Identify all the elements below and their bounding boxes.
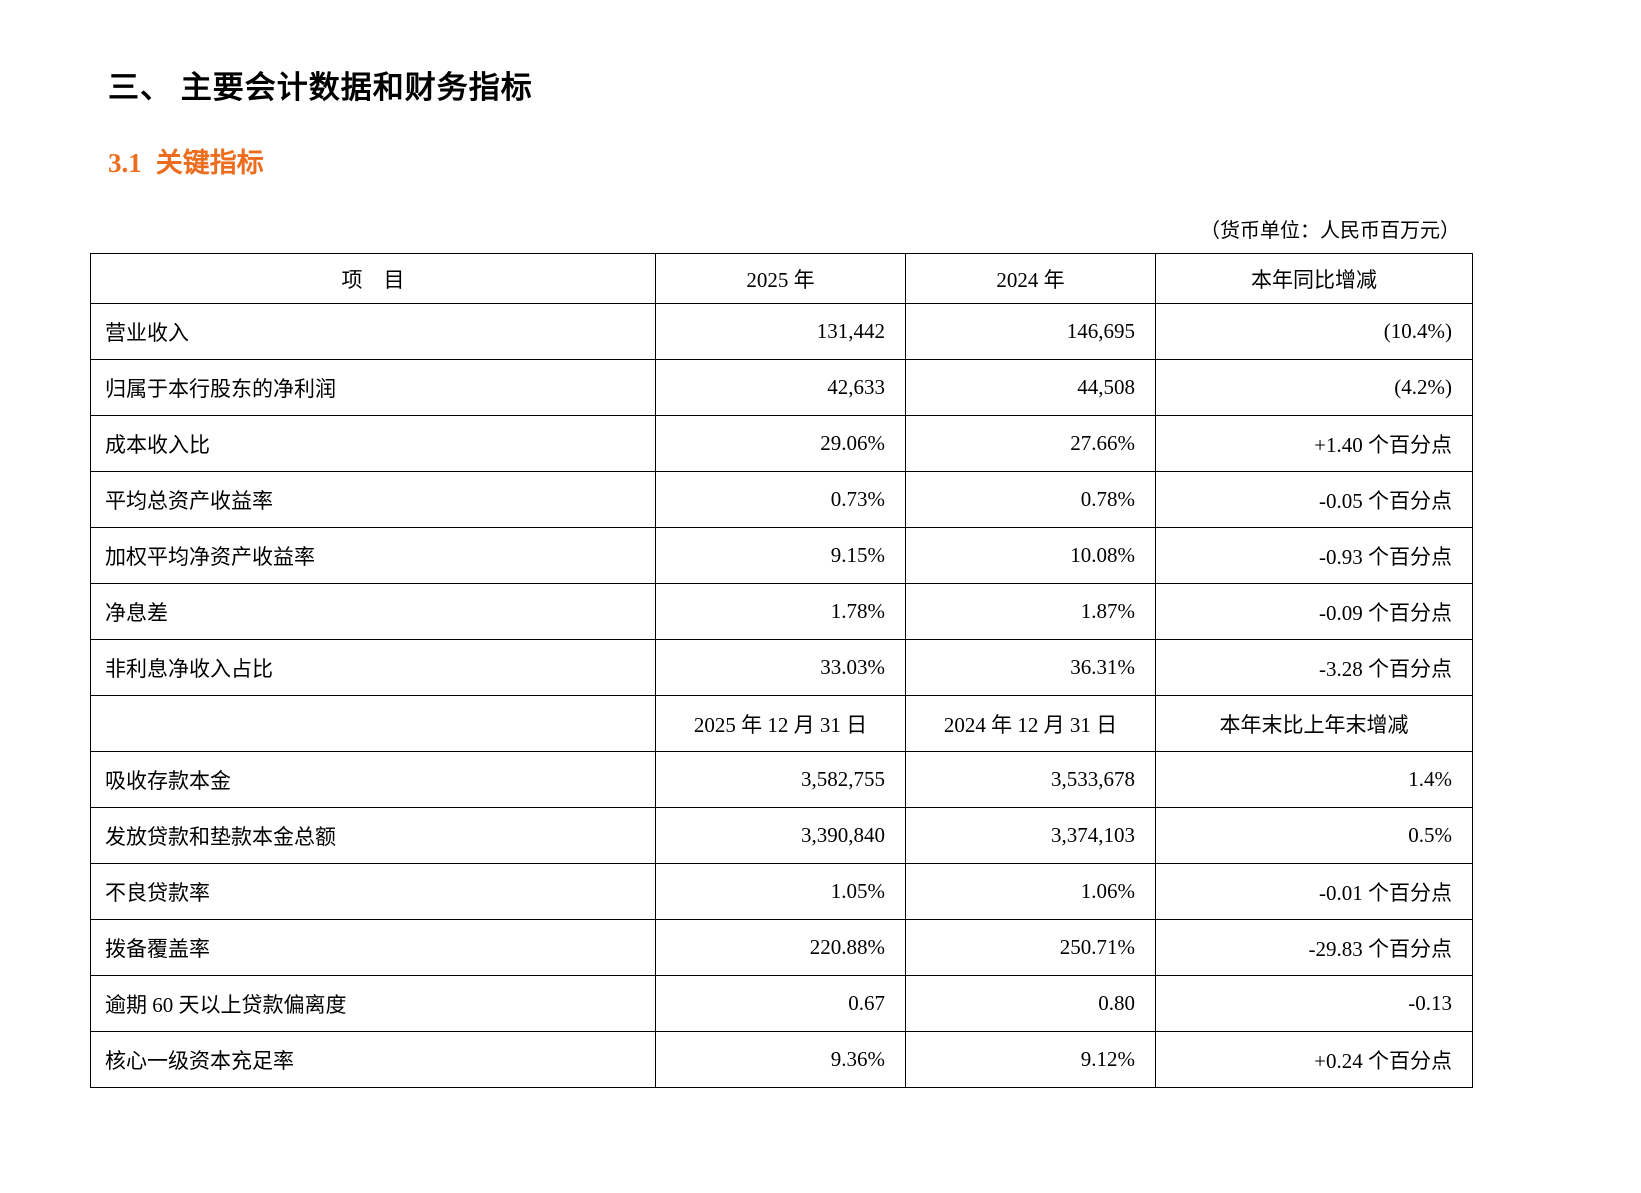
value-2024-cell: 1.87% [905,583,1156,640]
key-indicators-table: 项 目 2025 年 2024 年 本年同比增减 营业收入 131,442 14… [90,253,1473,1088]
subsection-title-text: 关键指标 [155,148,264,178]
row-label-cell: 不良贷款率 [90,863,656,920]
change-cell: (10.4%) [1155,303,1473,360]
row-label-cell: 拨备覆盖率 [90,919,656,976]
row-label-cell: 发放贷款和垫款本金总额 [90,807,656,864]
value-2025-cell: 29.06% [655,415,906,472]
mid-header-date-2024: 2024 年 12 月 31 日 [905,695,1156,752]
change-cell: -29.83 个百分点 [1155,919,1473,976]
value-2024-cell: 0.78% [905,471,1156,528]
value-2024-cell: 0.80 [905,975,1156,1032]
value-2025-cell: 0.73% [655,471,906,528]
col-header-2025: 2025 年 [655,253,906,304]
value-2025-cell: 0.67 [655,975,906,1032]
col-header-change: 本年同比增减 [1155,253,1473,304]
col-header-2024: 2024 年 [905,253,1156,304]
value-2025-cell: 1.05% [655,863,906,920]
value-2024-cell: 27.66% [905,415,1156,472]
table-row: 净息差 1.78% 1.87% -0.09 个百分点 [90,583,1473,640]
value-2025-cell: 33.03% [655,639,906,696]
value-2025-cell: 3,390,840 [655,807,906,864]
row-label-cell: 净息差 [90,583,656,640]
table-row: 拨备覆盖率 220.88% 250.71% -29.83 个百分点 [90,919,1473,976]
section-title: 三、 主要会计数据和财务指标 [108,70,533,105]
change-cell: 0.5% [1155,807,1473,864]
row-label-cell: 逾期 60 天以上贷款偏离度 [90,975,656,1032]
table-header-row: 项 目 2025 年 2024 年 本年同比增减 [90,253,1473,304]
value-2024-cell: 3,533,678 [905,751,1156,808]
table-mid-header-row: 2025 年 12 月 31 日 2024 年 12 月 31 日 本年末比上年… [90,695,1473,752]
col-header-item: 项 目 [90,253,656,304]
value-2024-cell: 146,695 [905,303,1156,360]
table-row: 加权平均净资产收益率 9.15% 10.08% -0.93 个百分点 [90,527,1473,584]
value-2024-cell: 9.12% [905,1031,1156,1088]
change-cell: 1.4% [1155,751,1473,808]
value-2024-cell: 250.71% [905,919,1156,976]
table-row: 成本收入比 29.06% 27.66% +1.40 个百分点 [90,415,1473,472]
table-row: 逾期 60 天以上贷款偏离度 0.67 0.80 -0.13 [90,975,1473,1032]
value-2024-cell: 10.08% [905,527,1156,584]
mid-header-date-2025: 2025 年 12 月 31 日 [655,695,906,752]
change-cell: -0.13 [1155,975,1473,1032]
change-cell: -0.09 个百分点 [1155,583,1473,640]
value-2024-cell: 3,374,103 [905,807,1156,864]
value-2025-cell: 9.36% [655,1031,906,1088]
value-2025-cell: 220.88% [655,919,906,976]
table-row: 核心一级资本充足率 9.36% 9.12% +0.24 个百分点 [90,1031,1473,1088]
value-2025-cell: 9.15% [655,527,906,584]
subsection-title: 3.1 关键指标 [108,141,1472,180]
table-row: 发放贷款和垫款本金总额 3,390,840 3,374,103 0.5% [90,807,1473,864]
change-cell: -3.28 个百分点 [1155,639,1473,696]
table-row: 平均总资产收益率 0.73% 0.78% -0.05 个百分点 [90,471,1473,528]
value-2025-cell: 131,442 [655,303,906,360]
value-2025-cell: 1.78% [655,583,906,640]
mid-header-change: 本年末比上年末增减 [1155,695,1473,752]
value-2025-cell: 42,633 [655,359,906,416]
change-cell: +0.24 个百分点 [1155,1031,1473,1088]
value-2025-cell: 3,582,755 [655,751,906,808]
change-cell: -0.93 个百分点 [1155,527,1473,584]
table-row: 归属于本行股东的净利润 42,633 44,508 (4.2%) [90,359,1473,416]
table-row: 营业收入 131,442 146,695 (10.4%) [90,303,1473,360]
table-row: 不良贷款率 1.05% 1.06% -0.01 个百分点 [90,863,1473,920]
row-label-cell: 吸收存款本金 [90,751,656,808]
row-label-cell: 成本收入比 [90,415,656,472]
table-row: 非利息净收入占比 33.03% 36.31% -3.28 个百分点 [90,639,1473,696]
row-label-cell: 归属于本行股东的净利润 [90,359,656,416]
change-cell: -0.05 个百分点 [1155,471,1473,528]
row-label-cell: 核心一级资本充足率 [90,1031,656,1088]
row-label-cell: 营业收入 [90,303,656,360]
row-label-cell: 非利息净收入占比 [90,639,656,696]
subsection-number: 3.1 [108,148,142,178]
row-label-cell: 平均总资产收益率 [90,471,656,528]
value-2024-cell: 1.06% [905,863,1156,920]
mid-header-empty-cell [90,695,656,752]
change-cell: -0.01 个百分点 [1155,863,1473,920]
currency-unit-note: （货币单位：人民币百万元） [1200,220,1460,242]
value-2024-cell: 44,508 [905,359,1156,416]
change-cell: +1.40 个百分点 [1155,415,1473,472]
table-row: 吸收存款本金 3,582,755 3,533,678 1.4% [90,751,1473,808]
row-label-cell: 加权平均净资产收益率 [90,527,656,584]
value-2024-cell: 36.31% [905,639,1156,696]
change-cell: (4.2%) [1155,359,1473,416]
